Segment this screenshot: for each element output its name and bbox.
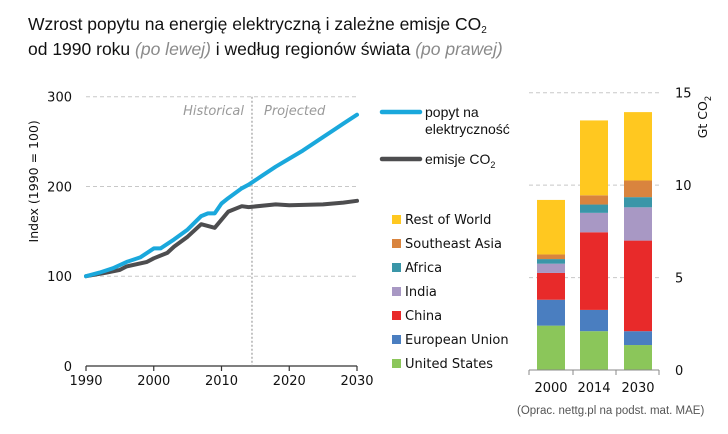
x-tick-label: 2020 [273, 374, 306, 389]
bar-y-tick-label: 15 [675, 87, 692, 102]
legend-label-electricity-demand-line2: elektryczność [425, 121, 510, 137]
bar-chart-x-axis: 2000 2014 2030 [528, 369, 660, 396]
bar-segment-rest-of-world [537, 199, 565, 255]
bar-segment-european-union [537, 299, 565, 326]
x-tick-label: 1990 [69, 374, 102, 389]
line-chart-series [84, 112, 359, 279]
bar-stack-2030 [624, 112, 652, 370]
legend-item-china: China [392, 309, 442, 324]
bar-y-tick-label: 0 [675, 364, 683, 379]
legend-swatch [392, 359, 401, 368]
bar-segment-africa [580, 204, 608, 213]
chart-title: Wzrost popytu na energię elektryczną i z… [28, 12, 503, 62]
legend-item-rest-of-world: Rest of World [392, 213, 491, 228]
y-tick-label: 200 [47, 180, 72, 195]
y-tick-label: 300 [47, 91, 72, 106]
legend-swatch [392, 335, 401, 344]
legend-item-africa: Africa [392, 261, 442, 276]
bar-x-tick-label: 2014 [577, 381, 610, 396]
title-right-note: (po prawej) [415, 39, 503, 59]
x-tick-label: 2030 [340, 374, 373, 389]
x-tick-label: 2010 [205, 374, 238, 389]
bar-chart-y-axis-title: Gt CO2 [695, 96, 714, 139]
y-tick-label: 0 [64, 360, 72, 375]
title-line-2: od 1990 roku (po lewej) i według regionó… [28, 39, 503, 59]
bar-y-tick-label: 10 [675, 179, 692, 194]
bar-x-tick-label: 2030 [621, 381, 654, 396]
legend-swatch [392, 239, 401, 248]
bar-segment-united-states [624, 345, 652, 370]
bar-segment-rest-of-world [580, 120, 608, 196]
bar-segment-southeast-asia [624, 180, 652, 198]
legend-item-united-states: United States [392, 357, 493, 372]
bar-segment-india [537, 263, 565, 273]
bar-segment-india [624, 207, 652, 241]
bar-segment-china [624, 240, 652, 332]
bar-segment-southeast-asia [537, 254, 565, 260]
legend-label: China [405, 309, 442, 324]
bar-y-tick-label: 5 [675, 272, 683, 287]
bar-segment-southeast-asia [580, 195, 608, 205]
bar-segment-africa [624, 197, 652, 208]
legend-label-electricity-demand-line1: popyt na [425, 104, 479, 120]
legend-label: United States [405, 357, 493, 372]
line-chart-x-axis: 1990 2000 2010 2020 2030 [69, 365, 374, 389]
title-left-note: (po lewej) [135, 39, 211, 59]
legend-swatch [392, 215, 401, 224]
legend-label: India [405, 285, 437, 300]
bar-chart-bars [537, 112, 652, 370]
bar-chart-y-ticks: 0 5 10 15 [675, 87, 692, 379]
bar-x-tick-label: 2000 [534, 381, 567, 396]
bar-stack-2014 [580, 120, 608, 370]
bar-segment-european-union [624, 331, 652, 346]
bar-segment-china [537, 272, 565, 300]
legend-swatch [392, 311, 401, 320]
line-chart-gridlines [86, 96, 357, 277]
legend-item-southeast-asia: Southeast Asia [392, 237, 502, 252]
source-note: (Oprac. nettg.pl na podst. mat. MAE) [517, 405, 705, 417]
legend-label: Africa [405, 261, 442, 276]
legend-swatch [392, 287, 401, 296]
x-tick-label: 2000 [137, 374, 170, 389]
projected-label: Projected [264, 104, 326, 119]
bar-segment-rest-of-world [624, 112, 652, 181]
line-chart-y-ticks: 0 100 200 300 [47, 91, 72, 375]
bar-segment-united-states [580, 331, 608, 370]
bar-segment-china [580, 232, 608, 310]
legend-item-european-union: European Union [392, 333, 509, 348]
y-tick-label: 100 [47, 270, 72, 285]
bar-chart-legend: Rest of World Southeast Asia Africa India Ch… [392, 213, 509, 372]
series-line-electricity-demand [84, 112, 359, 279]
bar-segment-india [580, 212, 608, 233]
legend-swatch [392, 263, 401, 272]
series-line-co2-emissions [84, 198, 359, 279]
bar-stack-2000 [537, 199, 565, 370]
title-line-1: Wzrost popytu na energię elektryczną i z… [28, 14, 487, 36]
legend-label: European Union [405, 333, 509, 348]
legend-label-co2-emissions: emisje CO2 [425, 151, 495, 170]
historical-label: Historical [183, 104, 244, 119]
line-chart-y-axis-title: Index (1990 = 100) [26, 120, 41, 242]
line-chart-legend: popyt na elektryczność emisje CO2 [379, 104, 510, 170]
legend-label: Rest of World [405, 213, 491, 228]
legend-label: Southeast Asia [405, 237, 502, 252]
bar-segment-european-union [580, 309, 608, 332]
legend-item-india: India [392, 285, 437, 300]
bar-segment-united-states [537, 325, 565, 370]
bar-segment-africa [537, 259, 565, 264]
